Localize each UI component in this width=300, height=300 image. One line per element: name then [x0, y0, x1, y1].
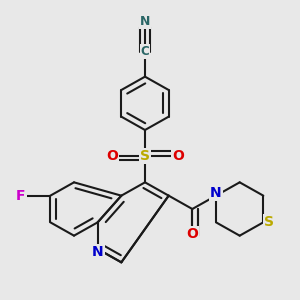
Text: N: N: [140, 15, 150, 28]
Text: N: N: [210, 186, 222, 200]
Text: S: S: [264, 215, 274, 229]
Text: O: O: [186, 227, 198, 241]
Text: O: O: [172, 149, 184, 163]
Text: S: S: [140, 149, 150, 163]
Text: O: O: [106, 149, 118, 163]
Text: F: F: [16, 189, 26, 203]
Text: N: N: [92, 245, 103, 259]
Text: C: C: [141, 45, 149, 58]
